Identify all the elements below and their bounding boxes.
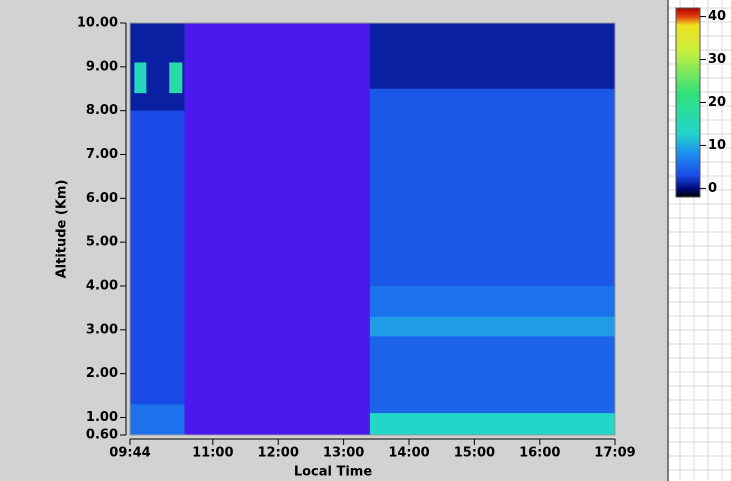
colorbar-tick-label: 30 <box>708 52 726 67</box>
y-tick-label: 1.00 <box>86 410 118 425</box>
heatmap-cell <box>369 285 615 317</box>
heatmap-cell <box>169 62 183 94</box>
y-tick-label: 10.00 <box>77 16 118 31</box>
x-tick-label: 09:44 <box>109 446 150 461</box>
y-tick-label: 0.60 <box>86 428 118 443</box>
x-tick-label: 11:00 <box>192 446 233 461</box>
x-tick-label: 15:00 <box>454 446 495 461</box>
heatmap-cell <box>130 404 185 435</box>
heatmap-cell <box>134 62 147 94</box>
y-tick-label: 7.00 <box>86 147 118 162</box>
x-axis-label: Local Time <box>294 465 373 480</box>
y-axis-label: Altitude (Km) <box>55 180 70 279</box>
y-tick-label: 2.00 <box>86 366 118 381</box>
heatmap-cell <box>369 336 615 414</box>
y-tick-label: 3.00 <box>86 322 118 337</box>
heatmap-cell <box>369 23 615 89</box>
y-tick-label: 4.00 <box>86 278 118 293</box>
y-tick-label: 5.00 <box>86 235 118 250</box>
x-tick-label: 12:00 <box>258 446 299 461</box>
x-tick-label: 13:00 <box>323 446 364 461</box>
colorbar <box>675 7 701 198</box>
no-data-block <box>184 23 370 435</box>
y-tick-label: 9.00 <box>86 59 118 74</box>
colorbar-tick-label: 40 <box>708 9 726 24</box>
x-tick-label: 14:00 <box>388 446 429 461</box>
colorbar-tick-label: 20 <box>708 95 726 110</box>
plot-frame <box>129 22 616 436</box>
heatmap-cell <box>369 316 615 337</box>
colorbar-tick-label: 0 <box>708 181 717 196</box>
x-tick-label: 16:00 <box>519 446 560 461</box>
y-tick-label: 8.00 <box>86 103 118 118</box>
y-tick-label: 6.00 <box>86 191 118 206</box>
x-tick-label: 17:09 <box>594 446 635 461</box>
colorbar-tick-label: 10 <box>708 138 726 153</box>
heatmap-cell <box>369 413 615 435</box>
